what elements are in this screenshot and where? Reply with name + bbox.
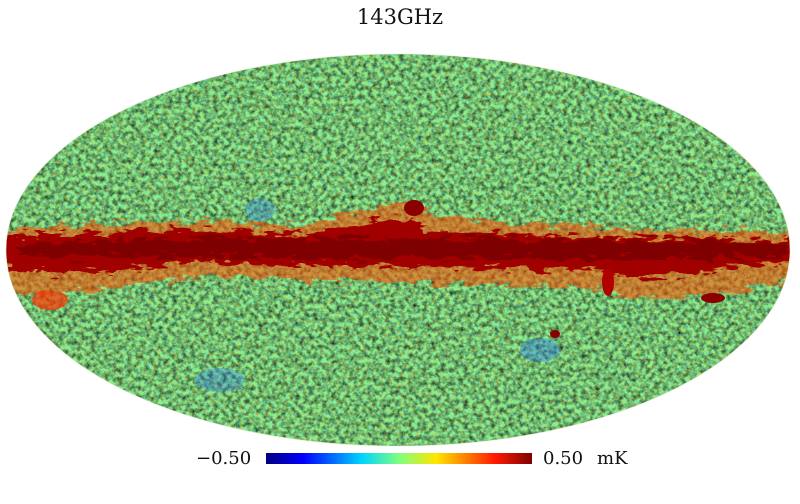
cold-spot xyxy=(520,338,560,362)
galactic-plane-center xyxy=(20,237,790,259)
colorbar-unit-label: mK xyxy=(597,448,628,469)
galactic-plane xyxy=(6,202,790,299)
colorbar: −0.50 0.50 mK xyxy=(0,448,800,472)
cloud-feature xyxy=(32,290,68,310)
cloud-feature xyxy=(701,293,725,303)
cold-spot xyxy=(195,368,245,392)
cloud-feature xyxy=(550,330,560,338)
cloud-feature xyxy=(404,200,424,216)
colorbar-gradient xyxy=(266,453,532,464)
cold-spot xyxy=(245,198,275,222)
sky-map-content xyxy=(6,54,790,446)
map-title: 143GHz xyxy=(356,5,444,29)
colorbar-max-label: 0.50 xyxy=(543,448,584,469)
cloud-feature xyxy=(602,268,614,296)
colorbar-min-label: −0.50 xyxy=(196,448,252,469)
map-boundary xyxy=(5,53,791,447)
